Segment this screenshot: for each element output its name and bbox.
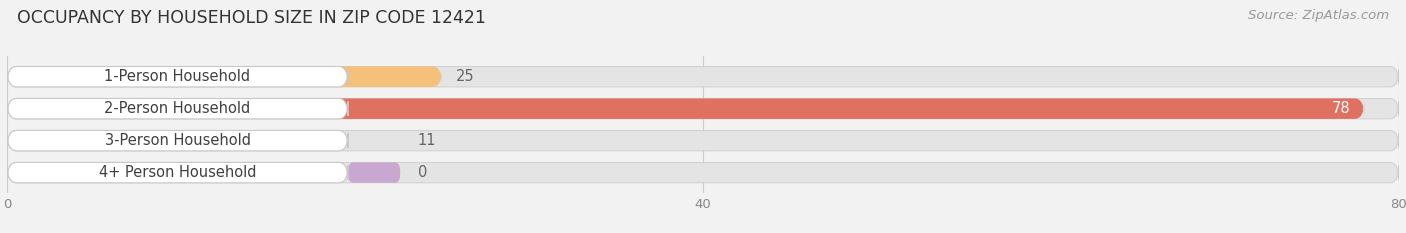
FancyBboxPatch shape	[7, 162, 1399, 183]
FancyBboxPatch shape	[7, 98, 349, 119]
FancyBboxPatch shape	[7, 130, 1399, 151]
FancyBboxPatch shape	[7, 66, 1399, 87]
Text: 78: 78	[1331, 101, 1350, 116]
FancyBboxPatch shape	[7, 98, 1364, 119]
Text: 2-Person Household: 2-Person Household	[104, 101, 250, 116]
Text: Source: ZipAtlas.com: Source: ZipAtlas.com	[1249, 9, 1389, 22]
Text: 0: 0	[418, 165, 427, 180]
Text: 11: 11	[418, 133, 436, 148]
Text: 25: 25	[456, 69, 475, 84]
Text: 3-Person Household: 3-Person Household	[104, 133, 250, 148]
Text: OCCUPANCY BY HOUSEHOLD SIZE IN ZIP CODE 12421: OCCUPANCY BY HOUSEHOLD SIZE IN ZIP CODE …	[17, 9, 485, 27]
FancyBboxPatch shape	[349, 162, 401, 183]
FancyBboxPatch shape	[7, 130, 198, 151]
FancyBboxPatch shape	[7, 130, 349, 151]
Text: 4+ Person Household: 4+ Person Household	[98, 165, 256, 180]
FancyBboxPatch shape	[7, 66, 441, 87]
FancyBboxPatch shape	[7, 162, 349, 183]
FancyBboxPatch shape	[7, 98, 1399, 119]
FancyBboxPatch shape	[7, 66, 349, 87]
Text: 1-Person Household: 1-Person Household	[104, 69, 250, 84]
